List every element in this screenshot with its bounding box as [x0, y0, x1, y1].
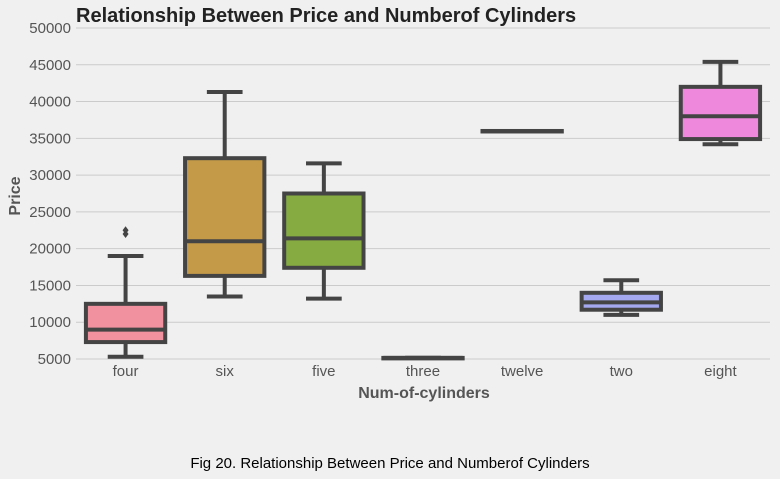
box-eight — [678, 59, 763, 147]
x-tick-label: five — [312, 363, 335, 380]
grid-lines — [76, 27, 770, 360]
y-tick-labels: 5000 10000 15000 20000 25000 30000 35000 40000 4… — [29, 20, 71, 368]
box-four — [83, 226, 168, 359]
y-tick-label: 30000 — [29, 167, 71, 184]
chart-title: Relationship Between Price and Numberof … — [76, 5, 577, 27]
iqr-box — [678, 84, 763, 142]
x-tick-label: six — [216, 363, 235, 380]
x-tick-label: twelve — [501, 363, 544, 380]
x-tick-labels: four six five three twelve two eight — [113, 363, 738, 380]
box-twelve — [480, 128, 564, 134]
y-tick-label: 20000 — [29, 241, 71, 258]
y-tick-label: 10000 — [29, 314, 71, 331]
y-tick-label: 45000 — [29, 57, 71, 74]
box-five — [282, 161, 366, 301]
box-three — [381, 355, 465, 361]
iqr-box — [183, 156, 267, 278]
x-tick-label: eight — [704, 363, 737, 380]
figure-caption: Fig 20. Relationship Between Price and N… — [190, 455, 590, 472]
y-tick-label: 50000 — [29, 20, 71, 37]
x-tick-label: three — [406, 363, 440, 380]
box-six — [183, 89, 267, 299]
y-tick-label: 35000 — [29, 130, 71, 147]
y-tick-label: 5000 — [38, 351, 71, 368]
x-axis-label: Num-of-cylinders — [358, 385, 490, 402]
y-axis-label: Price — [7, 176, 24, 215]
iqr-box — [83, 301, 168, 345]
x-tick-label: two — [610, 363, 633, 380]
y-tick-label: 25000 — [29, 204, 71, 221]
boxes — [83, 59, 763, 361]
iqr-box — [282, 191, 366, 270]
y-tick-label: 40000 — [29, 94, 71, 111]
box-two — [579, 278, 663, 317]
box-plot: 5000 10000 15000 20000 25000 30000 35000 40000 4… — [7, 20, 770, 402]
outlier-point — [122, 226, 129, 235]
y-tick-label: 15000 — [29, 277, 71, 294]
x-tick-label: four — [113, 363, 139, 380]
